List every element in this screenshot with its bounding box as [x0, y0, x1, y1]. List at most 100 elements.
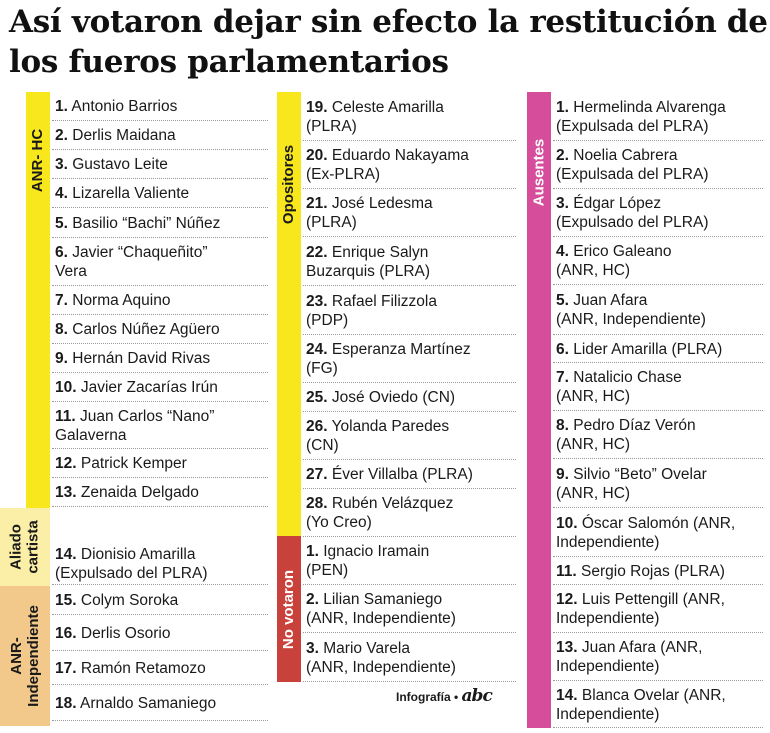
list-item: 11. Juan Carlos “Nano” Galaverna [52, 402, 268, 449]
entry-line: 6. Javier “Chaqueñito” [55, 243, 268, 262]
entry-line: 3. Mario Varela [306, 639, 516, 658]
entry-name: Carlos Núñez Agüero [67, 321, 220, 338]
entry-line: 2. Derlis Maidana [55, 126, 268, 145]
entry-line: 23. Rafael Filizzola [306, 292, 516, 311]
entry-number: 11. [55, 408, 76, 425]
entry-detail: (Yo Creo) [306, 514, 372, 531]
entry-number: 11. [556, 563, 577, 580]
entry-line: 15. Colym Soroka [55, 591, 268, 610]
list-item: 1. Ignacio Iramain (PEN) [303, 537, 516, 585]
entry-line: 13. Zenaida Delgado [55, 483, 268, 502]
entry-line: 6. Lider Amarilla (PLRA) [556, 340, 763, 359]
entry-name: Eduardo Nakayama [327, 147, 469, 164]
entry-name: Javier Zacarías Irún [76, 379, 218, 396]
abc-logo: abc [461, 686, 493, 706]
entry-name: Lilian Samaniego [318, 591, 443, 608]
entry-detail: Buzarquis (PLRA) [306, 263, 431, 280]
list-item: 25. José Oviedo (CN) [303, 383, 516, 412]
list-item: 21. José Ledesma (PLRA) [303, 189, 516, 237]
list-item: 9. Hernán David Rivas [52, 344, 268, 373]
list-item: 3. Mario Varela (ANR, Independiente) [303, 633, 516, 682]
entry-number: 28. [306, 495, 328, 512]
list-item: 2. Lilian Samaniego (ANR, Independiente) [303, 585, 516, 633]
entry-number: 8. [556, 417, 569, 434]
list-item: 8. Pedro Díaz Verón (ANR, HC) [553, 411, 763, 459]
list-item: 2. Derlis Maidana [52, 121, 268, 150]
entry-number: 24. [306, 341, 328, 358]
page-title: Así votaron dejar sin efecto la restituc… [9, 4, 768, 80]
entry-detail: Independiente) [556, 706, 660, 723]
entry-name: Gustavo Leite [67, 156, 168, 173]
entry-line: 3. Gustavo Leite [55, 155, 268, 174]
list-item: 4. Erico Galeano (ANR, HC) [553, 237, 763, 285]
entry-number: 17. [55, 660, 77, 677]
entry-line: 16. Derlis Osorio [55, 624, 268, 643]
entry-detail: (PLRA) [306, 214, 357, 231]
entry-name: Javier “Chaqueñito” [67, 244, 208, 261]
entry-number: 2. [556, 147, 569, 164]
group-label-anr-hc: ANR- HC [29, 128, 47, 193]
list-item: 13. Zenaida Delgado [52, 478, 268, 507]
entry-name: Colym Soroka [76, 592, 179, 609]
entry-detail: Independiente) [556, 658, 660, 675]
group-band-anr-independiente: ANR- Independiente [0, 586, 50, 726]
entry-detail: (ANR, Independiente) [556, 311, 706, 328]
entry-name: Zenaida Delgado [76, 484, 199, 501]
entry-line: 9. Silvio “Beto” Ovelar [556, 465, 763, 484]
entry-name: Esperanza Martínez [327, 341, 471, 358]
entry-line: 8. Pedro Díaz Verón [556, 416, 763, 435]
entry-line: 17. Ramón Retamozo [55, 659, 268, 678]
entry-name: Enrique Salyn [327, 244, 429, 261]
list-item: 11. Sergio Rojas (PLRA) [553, 557, 763, 585]
entry-name: José Ledesma [327, 195, 433, 212]
entry-detail: (ANR, HC) [556, 436, 631, 453]
entry-number: 2. [55, 127, 68, 144]
entry-name: Sergio Rojas (PLRA) [576, 563, 725, 580]
entry-name: Ignacio Iramain [318, 543, 430, 560]
entry-number: 6. [55, 244, 68, 261]
entry-number: 20. [306, 147, 328, 164]
entry-detail: (PEN) [306, 562, 349, 579]
list-item: 9. Silvio “Beto” Ovelar (ANR, HC) [553, 459, 763, 508]
entry-name: Patrick Kemper [76, 455, 187, 472]
group-label-ausentes: Ausentes [530, 138, 548, 207]
entry-detail: (PLRA) [306, 118, 357, 135]
list-item: 16. Derlis Osorio [52, 615, 268, 651]
entry-line: 18. Arnaldo Samaniego [55, 694, 268, 713]
list-item: 3. Édgar López (Expulsado del PLRA) [553, 189, 763, 237]
entry-detail: Independiente) [556, 534, 660, 551]
credit: Infografía • abc [396, 686, 493, 706]
entry-line: 14. Blanca Ovelar (ANR, [556, 686, 763, 705]
entry-number: 22. [306, 244, 328, 261]
entry-number: 13. [556, 639, 578, 656]
entry-line: 20. Eduardo Nakayama [306, 146, 516, 165]
entry-line: 14. Dionisio Amarilla [55, 545, 268, 564]
entry-name: Lider Amarilla (PLRA) [568, 341, 723, 358]
entry-line: 4. Erico Galeano [556, 242, 763, 261]
entry-number: 21. [306, 195, 328, 212]
entry-line: 12. Luis Pettengill (ANR, [556, 590, 763, 609]
entry-name: Celeste Amarilla [327, 99, 444, 116]
list-item: 26. Yolanda Paredes (CN) [303, 412, 516, 460]
entry-detail: (CN) [306, 437, 339, 454]
entry-number: 5. [556, 292, 569, 309]
list-item: 6. Lider Amarilla (PLRA) [553, 335, 763, 363]
entry-name: Blanca Ovelar (ANR, [577, 687, 726, 704]
entry-line: 7. Natalicio Chase [556, 368, 763, 387]
entry-detail: (ANR, HC) [556, 388, 631, 405]
entry-detail: Vera [55, 263, 87, 280]
entry-number: 5. [55, 215, 68, 232]
entry-number: 16. [55, 625, 77, 642]
group-band-ausentes: Ausentes [527, 92, 551, 728]
entry-number: 23. [306, 293, 328, 310]
entry-line: 13. Juan Afara (ANR, [556, 638, 763, 657]
entry-line: 28. Rubén Velázquez [306, 494, 516, 513]
group-label-opositores: Opositores [280, 144, 298, 225]
entry-line: 4. Lizarella Valiente [55, 184, 268, 203]
list-item: 14. Blanca Ovelar (ANR, Independiente) [553, 681, 763, 728]
list-item: 23. Rafael Filizzola (PDP) [303, 286, 516, 335]
entry-name: Antonio Barrios [67, 98, 178, 115]
entry-name: Lizarella Valiente [67, 185, 190, 202]
entry-detail: (PDP) [306, 312, 349, 329]
list-item: 1. Hermelinda Alvarenga (Expulsada del PL… [553, 92, 763, 141]
